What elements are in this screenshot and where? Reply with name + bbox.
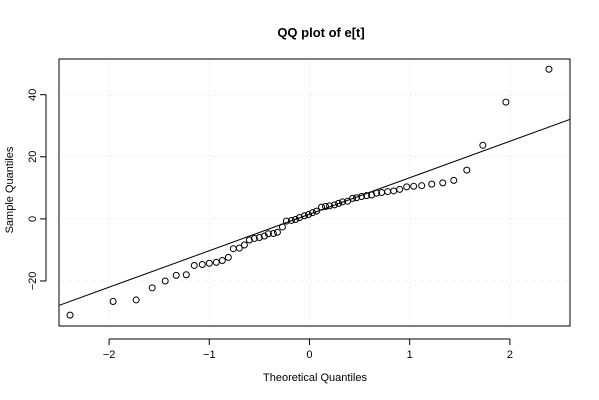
data-point	[269, 229, 277, 237]
y-tick-label: 40	[27, 89, 39, 101]
plot-frame	[58, 58, 571, 327]
data-point	[240, 241, 248, 249]
data-point	[450, 176, 458, 184]
y-axis-label: Sample Quantiles	[4, 146, 16, 233]
data-point	[291, 216, 299, 224]
data-point	[396, 185, 404, 193]
data-point	[66, 311, 74, 319]
data-point	[363, 192, 371, 200]
chart-title: QQ plot of e[t]	[277, 25, 364, 40]
data-point	[313, 207, 321, 215]
data-point	[161, 277, 169, 285]
data-point	[287, 216, 295, 224]
data-point	[229, 245, 237, 253]
x-axis: −2 −1 0 1 2	[103, 338, 513, 361]
data-point	[273, 228, 281, 236]
x-tick-label: −2	[103, 349, 116, 361]
data-point	[255, 234, 263, 242]
x-axis-label: Theoretical Quantiles	[263, 372, 367, 384]
data-point	[410, 182, 418, 190]
data-point	[318, 203, 326, 211]
data-point	[224, 253, 232, 261]
y-tick-label: −20	[27, 272, 39, 291]
data-point	[349, 194, 357, 202]
data-point	[463, 166, 471, 174]
data-point	[384, 188, 392, 196]
qq-reference-line	[59, 118, 570, 306]
data-point	[339, 198, 347, 206]
data-point	[308, 209, 316, 217]
data-point	[358, 193, 366, 201]
data-points	[66, 65, 553, 319]
data-point	[282, 217, 290, 225]
data-point	[502, 98, 510, 106]
data-point	[304, 211, 312, 219]
data-point	[109, 297, 117, 305]
data-point	[418, 182, 426, 190]
data-point	[353, 194, 361, 202]
grid-lines	[59, 59, 570, 326]
data-point	[245, 236, 253, 244]
data-point	[439, 179, 447, 187]
y-tick-label: 20	[27, 151, 39, 163]
y-tick-label: 0	[27, 216, 39, 222]
y-axis: −20 0 20 40	[27, 89, 47, 291]
data-point	[235, 244, 243, 252]
x-tick-label: 0	[306, 349, 312, 361]
x-tick-label: −1	[203, 349, 216, 361]
data-point	[326, 202, 334, 210]
x-tick-label: 1	[407, 349, 413, 361]
x-tick-label: 2	[507, 349, 513, 361]
data-point	[479, 141, 487, 149]
data-point	[218, 256, 226, 264]
data-point	[182, 271, 190, 279]
data-point	[373, 189, 381, 197]
data-point	[390, 187, 398, 195]
data-point	[260, 232, 268, 240]
data-point	[331, 201, 339, 209]
data-point	[335, 199, 343, 207]
data-point	[148, 284, 156, 292]
data-point	[172, 271, 180, 279]
data-point	[250, 234, 258, 242]
data-point	[212, 258, 220, 266]
data-point	[545, 65, 553, 73]
data-point	[190, 261, 198, 269]
data-point	[403, 183, 411, 191]
data-point	[322, 202, 330, 210]
data-point	[198, 261, 206, 269]
data-point	[205, 259, 213, 267]
data-point	[300, 212, 308, 220]
data-point	[278, 223, 286, 231]
data-point	[428, 180, 436, 188]
reference-line-layer	[59, 118, 570, 306]
data-point	[264, 230, 272, 238]
data-point	[132, 296, 140, 304]
